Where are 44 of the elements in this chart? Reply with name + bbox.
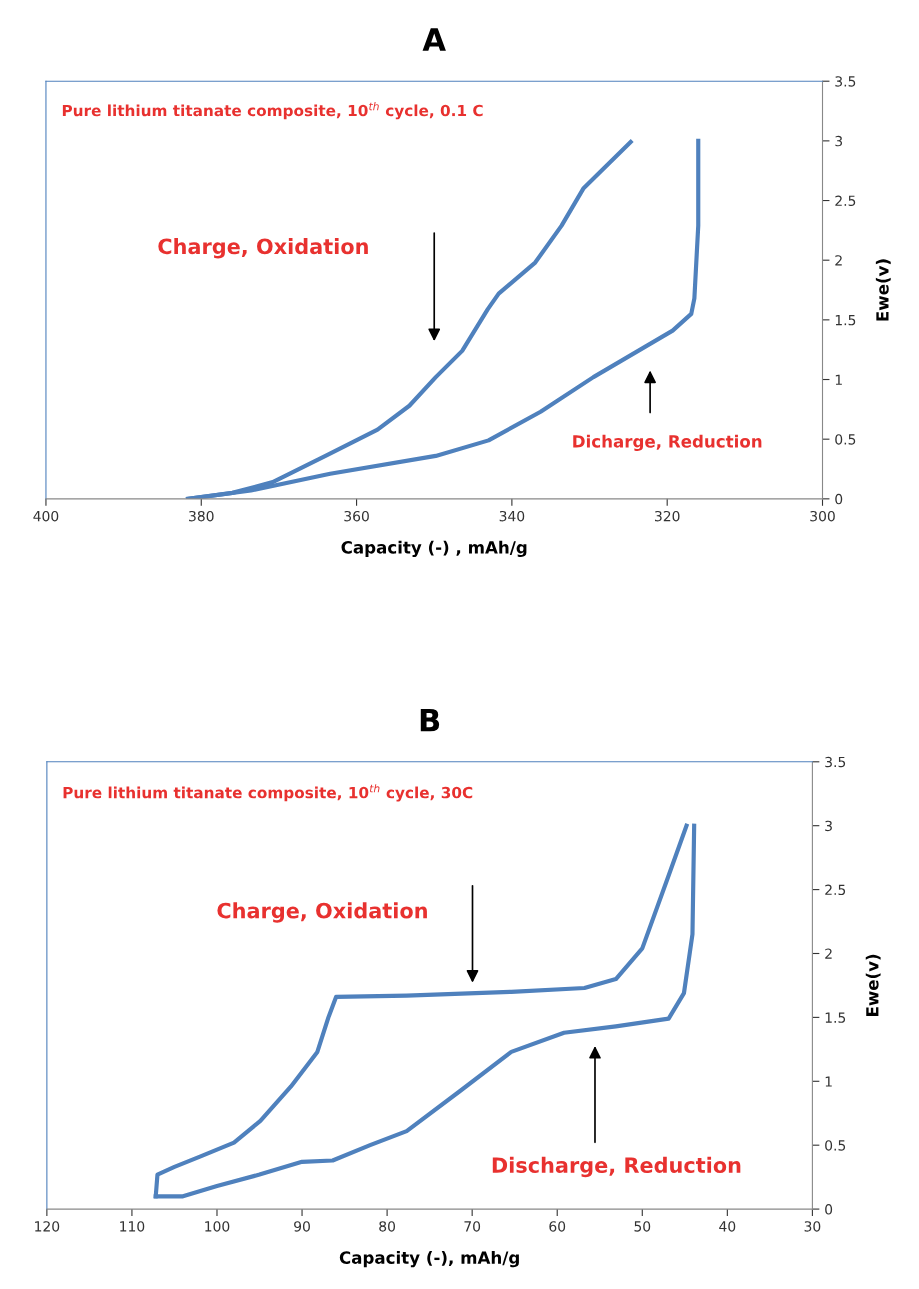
x-tick-label: 60 — [549, 1221, 566, 1232]
y-tick-label: 3 — [825, 820, 832, 832]
y-tick-label: 1 — [825, 1076, 832, 1087]
y-tick-label: 1.5 — [825, 1012, 846, 1023]
y-tick-label: 1.5 — [835, 315, 856, 326]
chart-title: A — [422, 28, 446, 51]
y-tick-label: 3 — [835, 135, 843, 147]
annotation: Charge, Oxidation — [217, 902, 427, 923]
x-tick-label: 120 — [35, 1221, 60, 1232]
x-tick-label: 110 — [120, 1221, 145, 1232]
x-tick-label: 100 — [205, 1221, 230, 1232]
y-tick-label: 0.5 — [825, 1140, 846, 1151]
x-tick-label: 70 — [464, 1221, 481, 1232]
y-tick-label: 2.5 — [835, 195, 856, 207]
y-tick-label: 2.5 — [825, 884, 846, 896]
x-tick-label: 40 — [719, 1221, 736, 1232]
y-tick-label: 1 — [835, 374, 842, 385]
x-tick-label: 50 — [634, 1221, 651, 1232]
x-tick-label: 30 — [804, 1221, 821, 1232]
x-tick-label: 90 — [294, 1221, 310, 1232]
y-tick-label: 0 — [835, 493, 843, 505]
y-tick-label: 2 — [835, 255, 842, 266]
x-tick-label: 400 — [33, 510, 59, 522]
y-tick-label: 3.5 — [825, 756, 846, 768]
y-tick-label: 0.5 — [835, 434, 856, 445]
x-tick-label: 360 — [344, 510, 369, 522]
x-axis-title: Capacity (-), mAh/g — [339, 1251, 519, 1268]
text: Pure lithium titanate composite, 10$^{th}$ cycle, 30C — [63, 784, 473, 802]
x-tick-label: 380 — [189, 510, 214, 522]
annotation: Discharge, Reduction — [492, 1156, 741, 1178]
x-tick-label: 80 — [379, 1221, 396, 1232]
y-axis-title: Ewe(v) — [875, 259, 891, 321]
annotation: Charge, Oxidation — [158, 238, 368, 259]
text: Pure lithium titanate composite, 10$^{th}$ cycle, 0.1 C — [62, 102, 483, 120]
y-tick-label: 3.5 — [835, 76, 856, 87]
y-tick-label: 0 — [825, 1204, 833, 1215]
y-axis-title: Ewe(v) — [865, 954, 881, 1016]
y-tick-label: 2 — [825, 948, 832, 959]
x-axis-title: Capacity (-) , mAh/g — [341, 540, 527, 558]
x-tick-label: 320 — [655, 510, 680, 522]
annotation: Dicharge, Reduction — [573, 434, 762, 452]
x-tick-label: 300 — [810, 510, 835, 522]
chart-title: B — [420, 708, 440, 732]
x-tick-label: 340 — [499, 510, 525, 522]
